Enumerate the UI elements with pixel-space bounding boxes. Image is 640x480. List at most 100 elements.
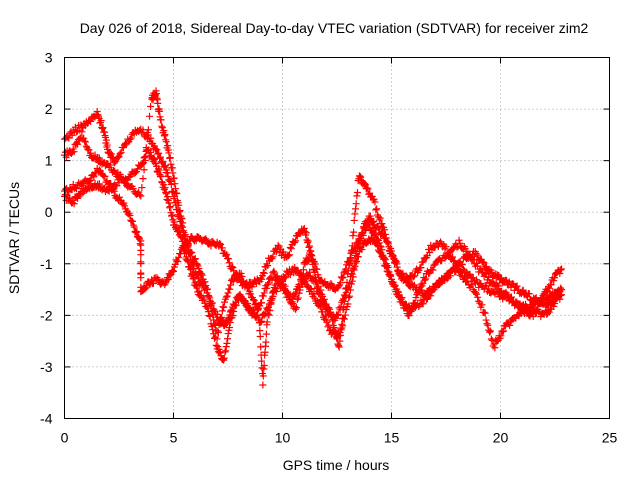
data-point — [351, 210, 359, 218]
data-point — [376, 248, 384, 256]
data-point — [211, 321, 219, 329]
plot-frame — [64, 57, 610, 419]
data-point — [86, 177, 94, 185]
data-point — [139, 175, 147, 183]
data-point — [350, 244, 358, 252]
data-point — [178, 234, 186, 242]
data-point — [222, 343, 230, 351]
data-point — [306, 268, 314, 276]
data-point — [150, 154, 158, 162]
data-point — [236, 274, 244, 282]
data-point — [193, 272, 201, 280]
data-point — [151, 156, 159, 164]
data-point — [556, 295, 564, 303]
data-point — [482, 316, 490, 324]
data-point — [317, 303, 325, 311]
data-point — [381, 261, 389, 269]
series-track-3 — [61, 164, 566, 311]
data-point — [167, 180, 175, 188]
data-point — [364, 185, 372, 193]
data-point — [285, 251, 293, 259]
data-point — [292, 237, 300, 245]
data-point — [506, 321, 514, 329]
data-point — [111, 167, 119, 175]
data-point — [319, 308, 327, 316]
data-point — [261, 309, 269, 317]
data-point — [222, 320, 230, 328]
data-point — [164, 142, 172, 150]
data-point — [291, 292, 299, 300]
data-point — [136, 191, 144, 199]
data-point — [168, 211, 176, 219]
data-point — [370, 218, 378, 226]
data-point — [359, 232, 367, 240]
data-point — [206, 294, 214, 302]
data-point — [130, 223, 138, 231]
data-point — [346, 256, 354, 264]
data-point — [108, 186, 116, 194]
data-point — [219, 355, 227, 363]
data-point — [362, 225, 370, 233]
data-point — [208, 299, 216, 307]
series-track-2 — [61, 87, 566, 341]
data-point — [259, 292, 267, 300]
data-point — [166, 203, 174, 211]
data-point — [353, 192, 361, 200]
data-point — [225, 259, 233, 267]
data-point — [214, 329, 222, 337]
data-point — [545, 284, 553, 292]
data-point — [116, 150, 124, 158]
data-point — [292, 304, 300, 312]
data-point — [223, 292, 231, 300]
data-point — [143, 135, 151, 143]
data-point — [340, 315, 348, 323]
data-point — [304, 238, 312, 246]
data-point — [556, 269, 564, 277]
data-point — [269, 292, 277, 300]
data-point — [159, 158, 167, 166]
data-point — [70, 200, 78, 208]
data-point — [259, 381, 267, 389]
data-point — [141, 153, 149, 161]
data-point — [212, 341, 220, 349]
data-point — [356, 172, 364, 180]
data-point — [287, 298, 295, 306]
data-point — [551, 300, 559, 308]
data-point — [179, 237, 187, 245]
ticks — [64, 57, 610, 419]
data-point — [188, 271, 196, 279]
data-point — [302, 229, 310, 237]
data-point — [81, 138, 89, 146]
data-point — [362, 224, 370, 232]
data-point — [422, 275, 430, 283]
data-point — [226, 285, 234, 293]
data-point — [557, 292, 565, 300]
data-point — [98, 124, 106, 132]
data-point — [229, 264, 237, 272]
data-point — [384, 238, 392, 246]
data-point — [258, 275, 266, 283]
data-point — [301, 277, 309, 285]
data-point — [177, 232, 185, 240]
data-point — [487, 266, 495, 274]
data-point — [157, 172, 165, 180]
data-point — [101, 172, 109, 180]
data-point — [265, 303, 273, 311]
data-point — [229, 312, 237, 320]
data-point — [206, 312, 214, 320]
data-point — [351, 262, 359, 270]
data-point — [160, 185, 168, 193]
data-point — [247, 290, 255, 298]
data-point — [426, 249, 434, 257]
data-point — [547, 281, 555, 289]
data-point — [388, 275, 395, 283]
data-point — [181, 247, 189, 255]
data-point — [183, 256, 191, 264]
data-point — [473, 290, 481, 298]
data-point — [188, 258, 196, 266]
data-point — [110, 166, 118, 174]
data-point — [480, 259, 488, 267]
data-point — [435, 281, 443, 289]
data-point — [336, 306, 344, 314]
